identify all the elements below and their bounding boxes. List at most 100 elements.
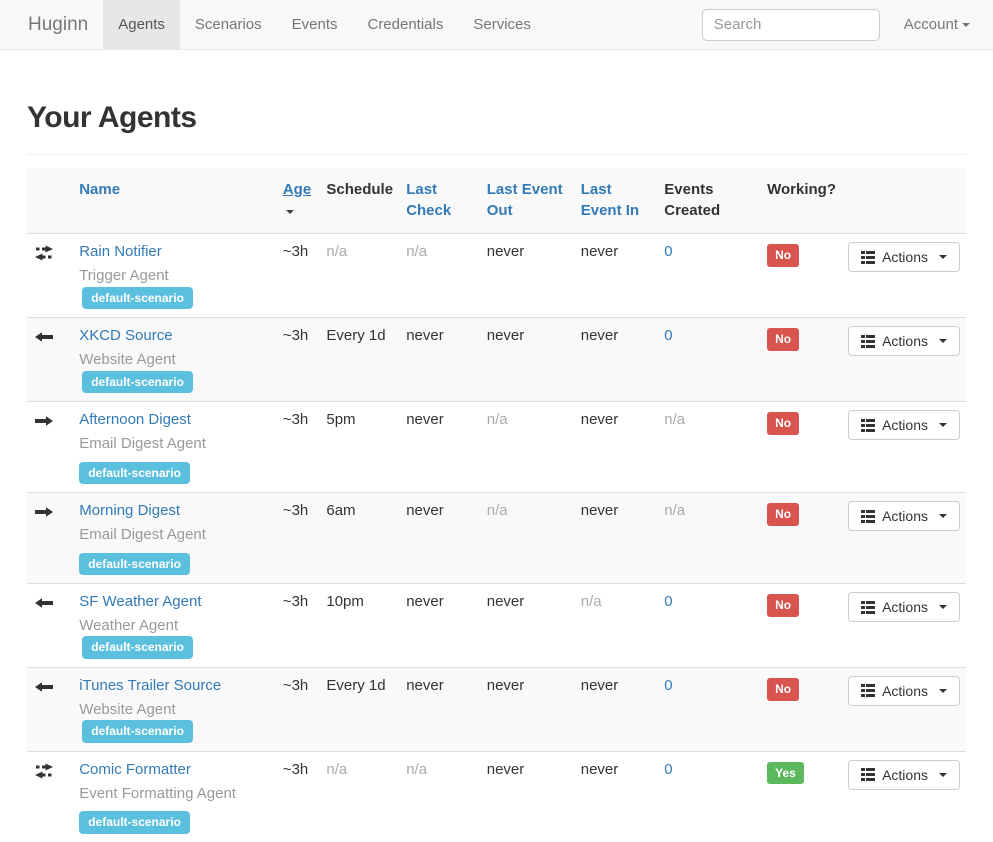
working-badge: No — [767, 677, 800, 701]
working-badge: No — [767, 503, 800, 526]
working-badge: No — [767, 412, 800, 435]
nav-item-services[interactable]: Services — [473, 16, 531, 33]
arrow-right-icon — [33, 504, 55, 527]
sort-by-age-link[interactable]: Age — [282, 181, 312, 198]
nav-item-agents[interactable]: Agents — [103, 0, 180, 49]
events-created-cell: n/a — [658, 401, 762, 493]
sort-by-last-event-out-link[interactable]: Last Event Out — [486, 181, 563, 219]
caret-down-icon — [962, 22, 970, 27]
exchange-icon — [35, 763, 53, 779]
agent-row: Comic Formatter Event Formatting Agent d… — [27, 750, 966, 842]
agent-name-link[interactable]: Comic Formatter — [79, 760, 191, 778]
events-created-cell[interactable]: 0 — [658, 666, 762, 752]
list-icon — [861, 509, 876, 523]
sort-by-name-link[interactable]: Name — [79, 181, 121, 198]
nav-item-events[interactable]: Events — [291, 16, 338, 33]
account-label: Account — [903, 15, 958, 33]
last-check-cell: never — [400, 666, 481, 752]
actions-button-label: Actions — [882, 599, 928, 616]
sort-desc-caret-icon — [285, 209, 294, 214]
actions-button[interactable]: Actions — [848, 501, 960, 532]
last-event-out-cell: never — [480, 583, 575, 668]
list-icon — [861, 250, 876, 264]
actions-button-label: Actions — [882, 417, 928, 434]
agent-name-link[interactable]: Rain Notifier — [79, 243, 162, 261]
events-created-cell[interactable]: 0 — [658, 583, 762, 668]
schedule-cell: n/a — [320, 750, 401, 842]
agent-name-link[interactable]: SF Weather Agent — [79, 593, 202, 611]
scenario-badge[interactable]: default-scenario — [82, 636, 193, 659]
list-icon — [861, 768, 876, 782]
arrow-left-icon — [33, 329, 55, 352]
working-column-header: Working? — [761, 168, 843, 234]
events-created-cell[interactable]: 0 — [658, 750, 762, 842]
agent-name-link[interactable]: Afternoon Digest — [79, 411, 191, 429]
schedule-cell: Every 1d — [320, 666, 401, 752]
last-event-in-cell: never — [574, 233, 659, 318]
sort-by-last-event-in-link[interactable]: Last Event In — [580, 181, 640, 219]
actions-button[interactable]: Actions — [848, 675, 960, 706]
exchange-icon — [33, 245, 55, 268]
events-created-cell[interactable]: 0 — [658, 317, 762, 402]
agents-table: Name Age Schedule Last Check Last Event … — [27, 168, 966, 842]
schedule-cell: 5pm — [320, 401, 401, 493]
nav-item-scenarios[interactable]: Scenarios — [194, 16, 262, 33]
last-check-cell: never — [400, 401, 481, 493]
actions-button[interactable]: Actions — [848, 410, 960, 441]
caret-down-icon — [939, 255, 947, 260]
actions-button[interactable]: Actions — [848, 326, 960, 357]
scenario-badge[interactable]: default-scenario — [79, 552, 190, 576]
actions-button[interactable]: Actions — [848, 759, 960, 790]
last-event-in-cell: never — [574, 750, 659, 842]
agent-name-link[interactable]: XKCD Source — [79, 327, 173, 345]
list-icon — [861, 418, 876, 432]
scenario-badge[interactable]: default-scenario — [79, 461, 190, 485]
agent-row: Afternoon Digest Email Digest Agent defa… — [27, 401, 966, 493]
account-dropdown[interactable]: Account — [904, 0, 970, 50]
agent-type-label: Trigger Agent — [79, 267, 169, 285]
caret-down-icon — [939, 423, 947, 428]
last-event-out-column-header: Last Event Out — [480, 168, 575, 234]
schedule-cell: Every 1d — [320, 317, 401, 402]
last-event-out-cell: never — [480, 750, 575, 842]
age-column-header: Age — [276, 168, 321, 234]
arrow-left-icon — [33, 679, 55, 702]
list-icon — [861, 684, 876, 698]
agent-type-label: Weather Agent — [79, 616, 179, 634]
caret-down-icon — [939, 339, 947, 344]
sort-by-last-check-link[interactable]: Last Check — [406, 181, 452, 219]
last-check-column-header: Last Check — [400, 168, 481, 234]
last-event-in-cell: never — [574, 317, 659, 402]
actions-button[interactable]: Actions — [848, 592, 960, 623]
last-event-out-cell: never — [480, 233, 575, 318]
scenario-badge[interactable]: default-scenario — [82, 720, 193, 743]
working-badge: No — [767, 594, 800, 617]
actions-button-label: Actions — [882, 508, 928, 525]
events-created-cell[interactable]: 0 — [658, 233, 762, 318]
agent-name-link[interactable]: Morning Digest — [79, 502, 181, 520]
schedule-cell: 6am — [320, 492, 401, 584]
actions-button-label: Actions — [882, 766, 928, 783]
agent-row: SF Weather Agent Weather Agent default-s… — [27, 583, 966, 668]
caret-down-icon — [939, 772, 947, 777]
scenario-badge[interactable]: default-scenario — [82, 286, 193, 310]
caret-down-icon — [939, 688, 947, 693]
brand-link[interactable]: Huginn — [28, 14, 89, 35]
actions-button[interactable]: Actions — [848, 242, 960, 273]
age-cell: ~3h — [276, 401, 321, 493]
scenario-badge[interactable]: default-scenario — [82, 370, 193, 394]
agent-row: Rain Notifier Trigger Agent default-scen… — [27, 233, 966, 318]
schedule-column-header: Schedule — [320, 168, 401, 234]
search-input[interactable] — [701, 8, 880, 41]
arrow-left-icon — [35, 332, 53, 343]
age-cell: ~3h — [276, 317, 321, 402]
agent-row: iTunes Trailer Source Website Agent defa… — [27, 666, 966, 752]
scenario-badge[interactable]: default-scenario — [79, 811, 190, 834]
arrow-left-icon — [35, 682, 53, 692]
agent-type-label: Email Digest Agent — [79, 434, 206, 452]
nav-item-credentials[interactable]: Credentials — [367, 16, 444, 33]
exchange-icon — [33, 763, 55, 786]
navbar-right: Account — [701, 0, 980, 50]
caret-down-icon — [939, 514, 947, 519]
agent-name-link[interactable]: iTunes Trailer Source — [79, 676, 222, 694]
